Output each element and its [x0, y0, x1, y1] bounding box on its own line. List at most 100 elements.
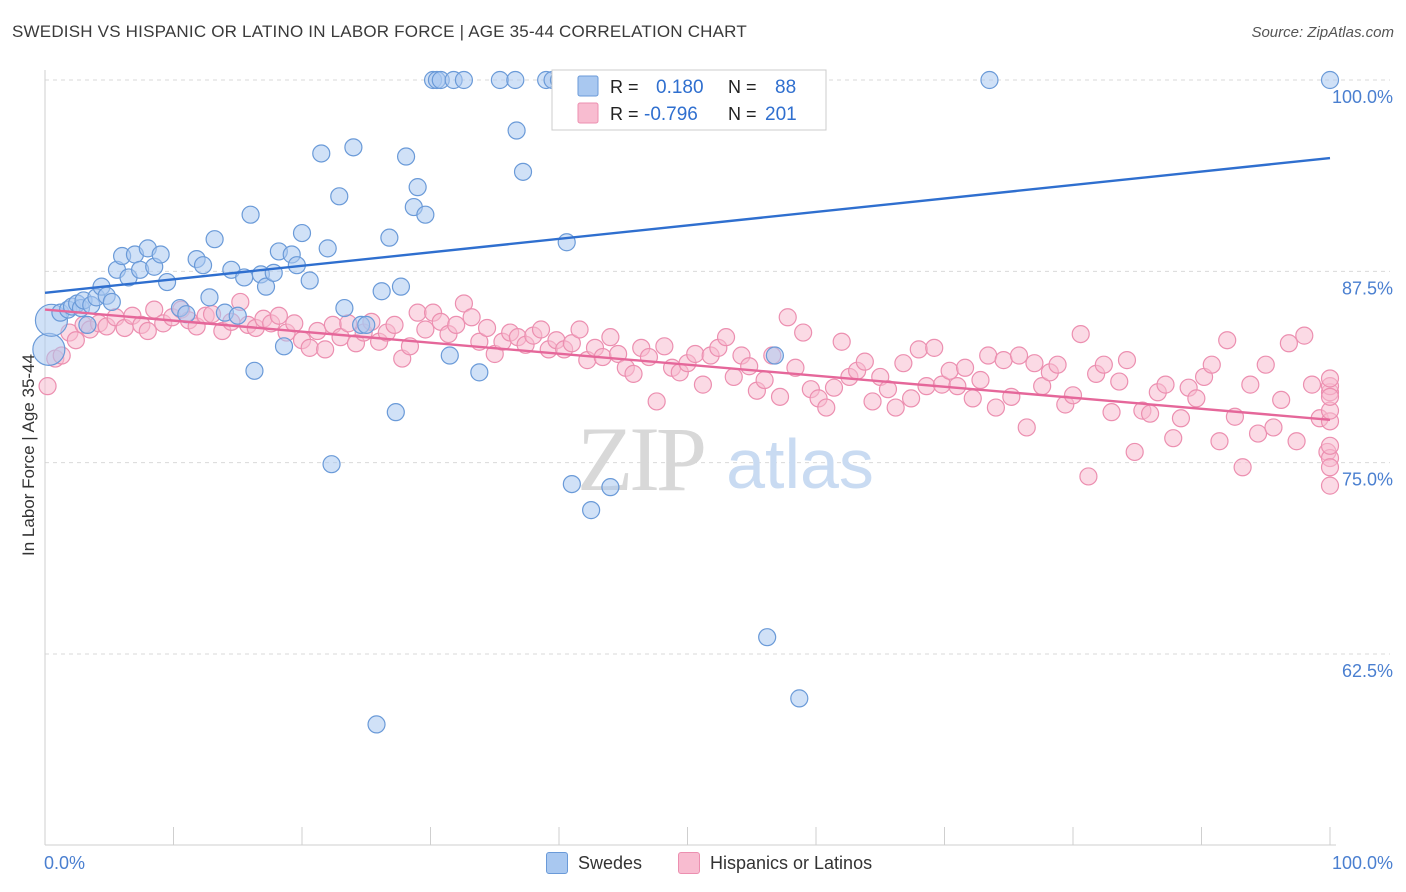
data-point-hispanics	[447, 315, 466, 335]
data-point-hispanics	[909, 340, 928, 359]
data-point-hispanics	[1256, 355, 1275, 374]
data-point-swedes	[380, 228, 399, 247]
data-point-swedes	[151, 245, 170, 264]
data-point-swedes	[601, 478, 620, 497]
y-tick-label: 62.5%	[1342, 661, 1393, 681]
data-point-hispanics	[1164, 429, 1183, 448]
data-point-hispanics	[1063, 386, 1083, 405]
x-tick-label: 0.0%	[44, 853, 85, 873]
data-point-hispanics	[1071, 324, 1090, 344]
data-point-swedes	[300, 271, 319, 290]
y-axis-label: In Labor Force | Age 35-44	[19, 354, 38, 556]
legend-swatch-hispanics-bottom	[678, 852, 700, 874]
data-point-hispanics	[925, 338, 944, 357]
data-point-hispanics	[1287, 432, 1306, 451]
data-point-hispanics	[794, 323, 813, 342]
data-point-hispanics	[755, 370, 774, 390]
data-point-swedes	[256, 277, 276, 296]
legend-r-value-hispanics: -0.796	[644, 104, 698, 125]
data-point-hispanics	[570, 320, 589, 339]
data-point-swedes	[513, 162, 533, 181]
data-point-hispanics	[138, 321, 157, 341]
legend-label-swedes: Swedes	[578, 852, 643, 873]
data-point-swedes	[758, 628, 777, 647]
data-point-hispanics	[1048, 355, 1067, 374]
data-point-swedes	[506, 70, 525, 90]
data-point-swedes	[408, 178, 427, 197]
legend-swatch-swedes	[577, 75, 599, 97]
data-point-hispanics	[408, 303, 427, 322]
data-point-hispanics	[1279, 334, 1298, 353]
legend-item-swedes[interactable]: Swedes	[546, 852, 642, 874]
data-point-swedes	[416, 205, 435, 224]
data-point-swedes	[440, 346, 459, 365]
data-point-hispanics	[1025, 354, 1044, 373]
data-point-swedes	[386, 403, 405, 422]
legend-label-hispanics: Hispanics or Latinos	[710, 852, 873, 873]
data-point-swedes	[205, 230, 224, 249]
data-point-swedes	[1320, 70, 1340, 90]
data-point-swedes	[490, 70, 509, 90]
data-point-swedes	[264, 263, 283, 282]
data-point-hispanics	[1094, 355, 1113, 374]
data-point-hispanics	[1202, 355, 1221, 374]
legend-r-label-swedes: R =	[610, 77, 639, 97]
data-point-hispanics	[477, 318, 497, 338]
data-point-swedes	[507, 121, 526, 140]
data-points	[32, 70, 1340, 734]
data-point-swedes	[318, 239, 337, 258]
data-point-hispanics	[686, 344, 705, 364]
trend-lines	[44, 156, 1331, 422]
data-point-hispanics	[740, 357, 759, 376]
data-point-swedes	[396, 147, 416, 166]
data-point-hispanics	[655, 337, 674, 356]
data-point-hispanics	[1171, 409, 1191, 428]
legend-n-label-swedes: N =	[728, 77, 757, 97]
stats-legend: R = 0.180 N = 88 R = -0.796 N = 201	[551, 69, 827, 131]
data-point-swedes	[193, 256, 213, 275]
data-point-swedes	[357, 315, 376, 335]
y-tick-label: 100.0%	[1332, 87, 1393, 107]
data-point-swedes	[330, 187, 349, 206]
data-point-swedes	[790, 689, 809, 708]
data-point-hispanics	[1218, 331, 1237, 350]
data-point-hispanics	[66, 331, 85, 350]
data-point-swedes	[292, 223, 312, 243]
data-point-hispanics	[971, 370, 990, 390]
data-point-hispanics	[1079, 467, 1098, 486]
data-point-hispanics	[986, 398, 1006, 417]
watermark-atlas: atlas	[726, 425, 874, 503]
y-tick-label: 87.5%	[1342, 278, 1393, 298]
data-point-hispanics	[1140, 404, 1160, 423]
legend-item-hispanics[interactable]: Hispanics or Latinos	[678, 852, 872, 874]
tick-labels: 62.5% 75.0% 87.5% 100.0% 0.0% 100.0%	[44, 87, 1393, 873]
data-point-hispanics	[817, 398, 836, 417]
data-point-swedes	[454, 70, 474, 90]
data-point-hispanics	[940, 361, 959, 380]
data-point-hispanics	[1156, 375, 1175, 394]
data-point-hispanics	[979, 346, 998, 365]
data-point-swedes	[200, 288, 219, 307]
data-point-hispanics	[1210, 432, 1229, 451]
data-point-hispanics	[624, 364, 643, 383]
data-point-hispanics	[1302, 375, 1322, 394]
data-point-swedes	[344, 138, 363, 157]
data-point-hispanics	[886, 398, 905, 417]
data-point-swedes	[102, 292, 121, 312]
data-point-hispanics	[1125, 442, 1144, 462]
data-point-swedes	[562, 474, 581, 494]
data-point-hispanics	[462, 308, 481, 327]
data-point-hispanics	[1320, 476, 1340, 495]
data-point-hispanics	[454, 294, 474, 313]
y-tick-label: 75.0%	[1342, 470, 1393, 490]
data-point-hispanics	[1248, 424, 1268, 443]
data-point-hispanics	[1264, 418, 1283, 437]
legend-swatch-hispanics	[577, 102, 599, 124]
data-point-hispanics	[894, 354, 913, 373]
data-point-swedes	[322, 455, 341, 474]
data-point-hispanics	[770, 387, 790, 406]
data-point-swedes	[274, 337, 294, 356]
data-point-hispanics	[1017, 418, 1036, 437]
legend-r-label-hispanics: R =	[610, 104, 639, 124]
